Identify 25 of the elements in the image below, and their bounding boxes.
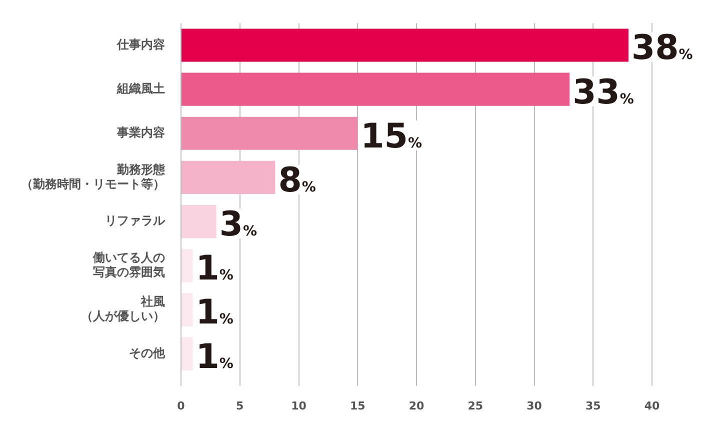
data-label: 8% — [278, 160, 316, 200]
data-label: 33% — [572, 72, 634, 112]
x-tick-label: 30 — [526, 399, 542, 412]
x-tick-label: 35 — [585, 399, 601, 412]
x-tick-label: 25 — [468, 399, 484, 412]
x-tick-label: 20 — [408, 399, 424, 412]
x-tick-label: 10 — [291, 399, 307, 412]
y-tick-label: リファラル — [105, 214, 166, 228]
y-tick-label: 仕事内容 — [116, 37, 165, 52]
x-tick-label: 15 — [350, 399, 366, 412]
y-tick-label: その他 — [129, 346, 166, 360]
y-tick-label: 事業内容 — [116, 126, 165, 140]
data-label: 3% — [219, 204, 258, 245]
x-tick-label: 40 — [644, 399, 660, 412]
data-label: 1% — [196, 292, 234, 333]
y-tick-label: 社風（人が優しい） — [81, 294, 165, 324]
x-tick-label: 0 — [177, 399, 186, 412]
y-tick-label: 働いてる人の写真の雰囲気 — [92, 250, 165, 279]
data-label: 15% — [360, 116, 422, 156]
data-label: 1% — [196, 336, 234, 377]
x-tick-label: 5 — [236, 399, 244, 412]
data-label: 1% — [196, 248, 234, 289]
y-tick-label: 勤務形態（勤務時間・リモート等） — [21, 162, 166, 191]
data-label: 38% — [631, 28, 693, 68]
y-tick-label: 組織風土 — [116, 81, 165, 96]
